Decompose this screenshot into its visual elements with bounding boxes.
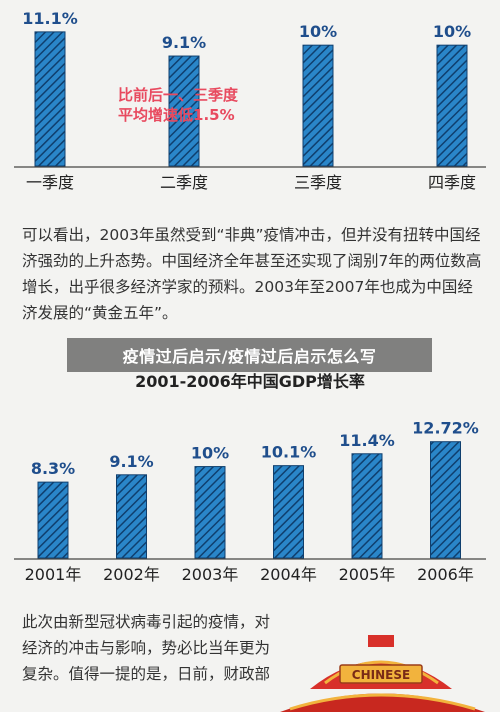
annotation: 比前后一、三季度 平均增速低1.5% <box>118 86 239 124</box>
chart-title: 2001-2006年中国GDP增长率 <box>135 372 365 391</box>
category-label: 2001年 <box>25 565 82 584</box>
value-label: 11.1% <box>22 9 78 28</box>
sign-label: CHINESE <box>352 668 410 682</box>
annotation-line-1: 比前后一、三季度 <box>118 86 239 104</box>
value-label: 10% <box>191 444 229 463</box>
category-label: 三季度 <box>294 173 342 192</box>
category-label: 2004年 <box>260 565 317 584</box>
paragraph-sars-impact: 可以看出，2003年虽然受到“非典”疫情冲击，但并没有扭转中国经济强劲的上升态势… <box>22 226 482 322</box>
bar-2002年 <box>116 474 147 559</box>
category-label: 2005年 <box>339 565 396 584</box>
category-label: 四季度 <box>428 173 476 192</box>
value-label: 11.4% <box>339 431 395 450</box>
bar-三季度 <box>302 44 334 167</box>
annotation-line-2: 平均增速低1.5% <box>118 106 235 124</box>
category-label: 二季度 <box>160 173 208 192</box>
bar-一季度 <box>34 31 66 167</box>
bar-2003年 <box>194 466 226 559</box>
value-label: 12.72% <box>412 419 479 438</box>
paragraph-covid-impact: 此次由新型冠状病毒引起的疫情，对经济的冲击与影响，势必比当年更为复杂。值得一提的… <box>22 613 271 683</box>
category-label: 2006年 <box>417 565 474 584</box>
title-banner[interactable]: 疫情过后启示/疫情过后启示怎么写 <box>67 338 432 372</box>
chinese-building-illustration: CHINESE <box>280 635 485 712</box>
value-label: 9.1% <box>109 452 153 471</box>
category-label: 一季度 <box>26 173 74 192</box>
value-label: 10% <box>299 22 337 41</box>
quarterly-growth-chart: 11.1% 9.1% 10% 10% 一季度 二季度 三季度 四季度 比前后一、三季度 平均… <box>14 9 486 192</box>
bar-四季度 <box>436 44 468 167</box>
gdp-growth-chart: 2001-2006年中国GDP增长率 8.3% 9.1% 10% 10.1% 11.4%… <box>14 372 486 584</box>
bar-二季度 <box>168 55 200 167</box>
value-label: 10% <box>433 22 471 41</box>
bar-2001年 <box>37 481 69 559</box>
category-label: 2003年 <box>182 565 239 584</box>
value-label: 8.3% <box>31 459 75 478</box>
value-label: 9.1% <box>162 33 206 52</box>
category-label: 2002年 <box>103 565 160 584</box>
bar-2004年 <box>273 465 304 559</box>
bar-2005年 <box>351 453 383 559</box>
bar-2006年 <box>430 441 461 559</box>
value-label: 10.1% <box>261 443 317 462</box>
